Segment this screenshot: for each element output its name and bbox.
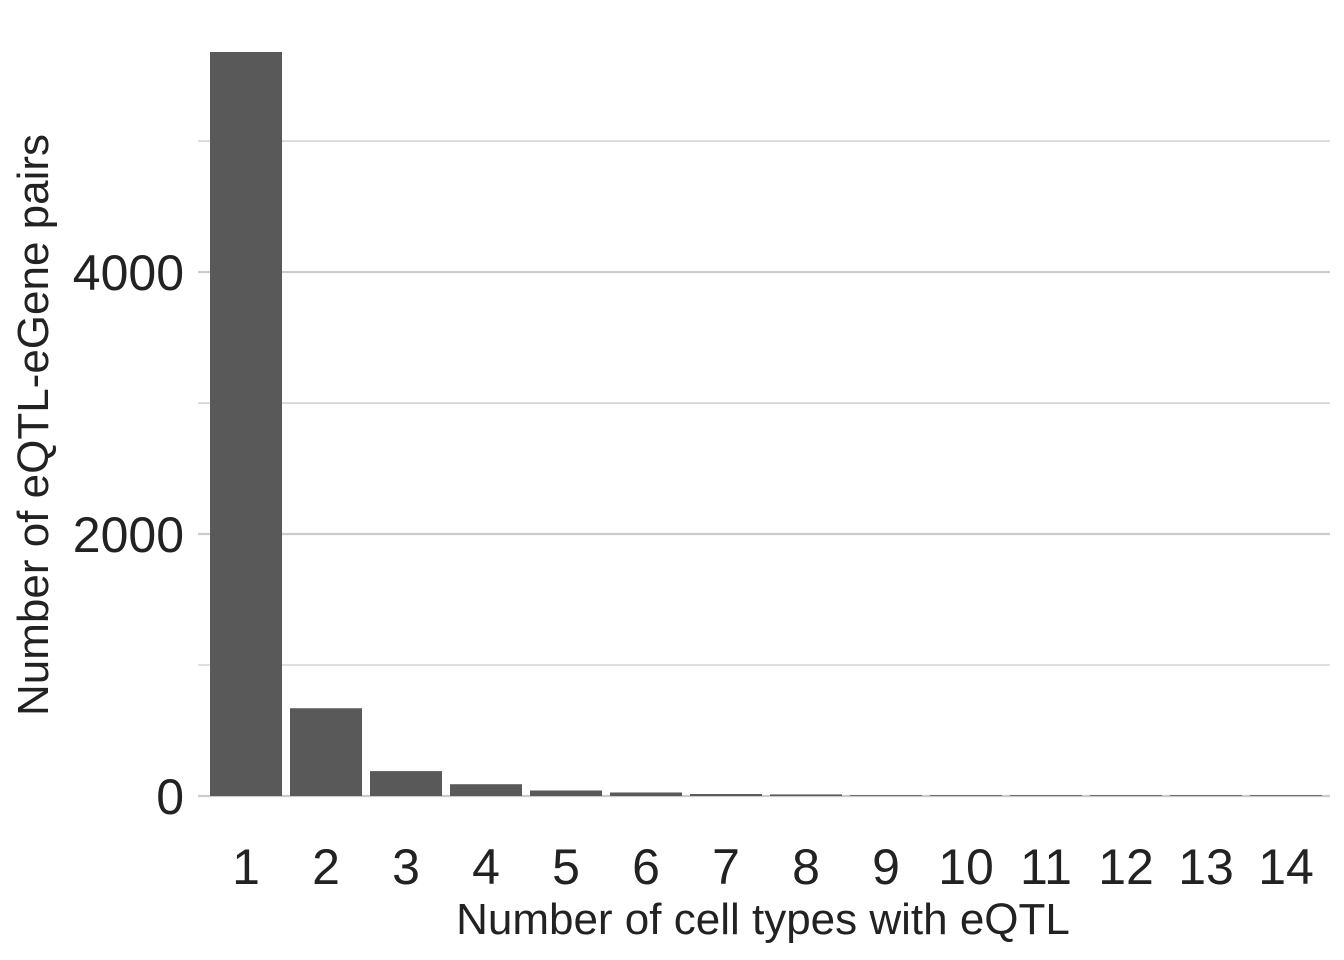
bar-10 [930, 795, 1002, 796]
x-tick-label: 14 [1258, 839, 1314, 895]
bar-9 [850, 795, 922, 796]
bar-12 [1090, 795, 1162, 796]
y-tick-labels: 0 2000 4000 [73, 245, 184, 825]
bar-3 [370, 771, 442, 796]
x-tick-label: 13 [1178, 839, 1234, 895]
bar-14 [1250, 795, 1322, 796]
bar-2 [290, 708, 362, 796]
bar-13 [1170, 795, 1242, 796]
x-tick-label: 1 [232, 839, 260, 895]
bar-11 [1010, 795, 1082, 796]
bars [210, 52, 1322, 796]
x-tick-label: 6 [632, 839, 660, 895]
x-tick-label: 7 [712, 839, 740, 895]
y-axis-title: Number of eQTL-eGene pairs [9, 134, 58, 716]
grid-lines [198, 140, 1330, 798]
y-tick-label: 4000 [73, 245, 184, 301]
bar-7 [690, 794, 762, 796]
bar-4 [450, 784, 522, 796]
x-tick-label: 11 [1020, 839, 1072, 895]
x-axis-title: Number of cell types with eQTL [456, 895, 1070, 944]
bar-6 [610, 792, 682, 796]
bar-5 [530, 790, 602, 796]
x-tick-label: 5 [552, 839, 580, 895]
bar-1 [210, 52, 282, 796]
y-tick-label: 2000 [73, 507, 184, 563]
x-tick-label: 12 [1098, 839, 1154, 895]
x-tick-label: 3 [392, 839, 420, 895]
y-tick-label: 0 [156, 769, 184, 825]
bar-8 [770, 794, 842, 796]
x-tick-labels: 1 2 3 4 5 6 7 8 9 10 11 12 13 14 [232, 839, 1314, 895]
x-tick-label: 8 [792, 839, 820, 895]
x-tick-label: 2 [312, 839, 340, 895]
x-tick-label: 9 [872, 839, 900, 895]
x-tick-label: 4 [472, 839, 500, 895]
x-tick-label: 10 [938, 839, 994, 895]
